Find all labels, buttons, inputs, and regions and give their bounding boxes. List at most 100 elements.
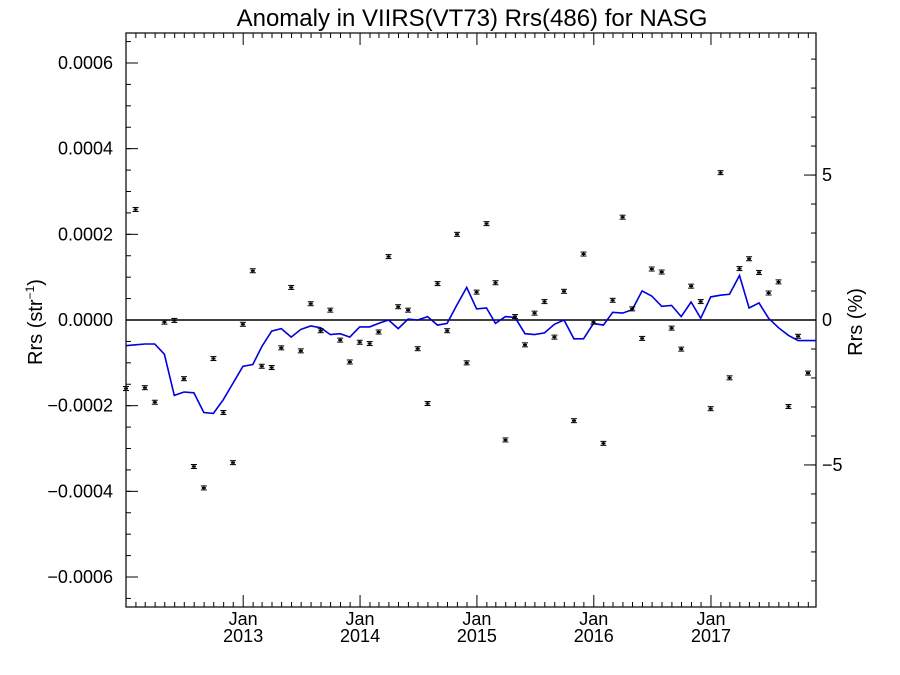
data-point	[220, 410, 227, 416]
data-point	[629, 306, 636, 312]
data-point	[473, 289, 480, 295]
data-point	[609, 297, 616, 303]
data-point	[151, 399, 158, 405]
anomaly-line-path	[125, 273, 816, 415]
x-tick-year: 2014	[340, 626, 380, 646]
data-point	[512, 314, 519, 320]
data-point	[648, 266, 655, 272]
data-point	[688, 283, 695, 289]
data-point	[356, 339, 363, 345]
y-tick-label: −0.0006	[47, 567, 113, 587]
x-tick-year: 2017	[691, 626, 731, 646]
y-tick-label: −0.0002	[47, 396, 113, 416]
data-point	[697, 299, 704, 305]
left-axis-ticks: −0.0006 −0.0004 −0.0002 0.0000 0.0002 0.0004 0…	[47, 41, 138, 599]
data-point	[395, 304, 402, 310]
data-point	[366, 341, 373, 347]
data-point	[502, 437, 509, 443]
data-point	[619, 214, 626, 220]
data-point	[307, 301, 314, 307]
data-point	[454, 231, 461, 237]
data-point	[639, 335, 646, 341]
x-tick-month: Jan	[346, 609, 375, 629]
data-point	[483, 221, 490, 227]
data-point	[375, 329, 382, 335]
data-point	[756, 269, 763, 275]
y2-tick-label: −5	[822, 455, 843, 475]
data-point	[463, 360, 470, 366]
data-point	[765, 290, 772, 296]
data-point	[590, 319, 597, 325]
x-tick-month: Jan	[696, 609, 725, 629]
data-point	[444, 328, 451, 334]
data-point	[161, 319, 168, 325]
plot-frame	[125, 32, 817, 608]
anomaly-line	[125, 273, 816, 415]
data-point	[521, 342, 528, 348]
data-point	[229, 460, 236, 466]
data-point	[297, 348, 304, 354]
data-point	[746, 256, 753, 262]
data-point	[200, 485, 207, 491]
data-point	[288, 284, 295, 290]
y-tick-label: 0.0006	[58, 53, 113, 73]
data-point	[278, 345, 285, 351]
y-tick-label: 0.0004	[58, 139, 113, 159]
x-tick-year: 2013	[223, 626, 263, 646]
data-point	[132, 206, 139, 212]
data-point	[541, 299, 548, 305]
data-point	[337, 337, 344, 343]
right-axis-ticks: −5 0 5	[804, 58, 843, 582]
data-point	[726, 375, 733, 381]
data-point	[804, 370, 811, 376]
data-point	[249, 268, 256, 274]
data-point	[385, 254, 392, 260]
data-point	[434, 281, 441, 287]
y-tick-label: 0.0000	[58, 310, 113, 330]
data-point	[658, 269, 665, 275]
data-point	[405, 307, 412, 313]
y2-tick-label: 0	[822, 310, 832, 330]
data-point	[258, 363, 265, 369]
chart-title: Anomaly in VIIRS(VT73) Rrs(486) for NASG	[237, 5, 708, 32]
x-tick-month: Jan	[579, 609, 608, 629]
data-point	[668, 325, 675, 331]
y-tick-label: 0.0002	[58, 224, 113, 244]
data-point	[210, 356, 217, 362]
data-point	[707, 406, 714, 412]
data-point	[785, 404, 792, 410]
data-point	[268, 365, 275, 371]
data-point	[736, 266, 743, 272]
data-point	[717, 170, 724, 176]
data-point	[551, 334, 558, 340]
x-tick-month: Jan	[229, 609, 258, 629]
anomaly-points	[123, 170, 811, 491]
data-point	[561, 288, 568, 294]
data-point	[492, 280, 499, 286]
data-point	[346, 359, 353, 365]
data-point	[678, 346, 685, 352]
data-point	[570, 418, 577, 424]
data-point	[171, 317, 178, 323]
data-point	[531, 310, 538, 316]
data-point	[123, 386, 129, 392]
data-point	[600, 440, 607, 446]
y-tick-label: −0.0004	[47, 481, 113, 501]
data-point	[317, 328, 324, 334]
x-tick-month: Jan	[462, 609, 491, 629]
data-point	[239, 321, 246, 327]
y-axis-label: Rrs (str−1)	[23, 279, 47, 365]
data-point	[424, 401, 431, 407]
data-point	[141, 385, 148, 391]
y2-axis-label: Rrs (%)	[845, 288, 867, 356]
x-tick-year: 2015	[457, 626, 497, 646]
data-point	[180, 376, 187, 382]
y2-tick-label: 5	[822, 165, 832, 185]
data-point	[580, 251, 587, 257]
data-point	[190, 463, 197, 469]
data-point	[775, 279, 782, 285]
x-tick-year: 2016	[574, 626, 614, 646]
data-point	[414, 346, 421, 352]
